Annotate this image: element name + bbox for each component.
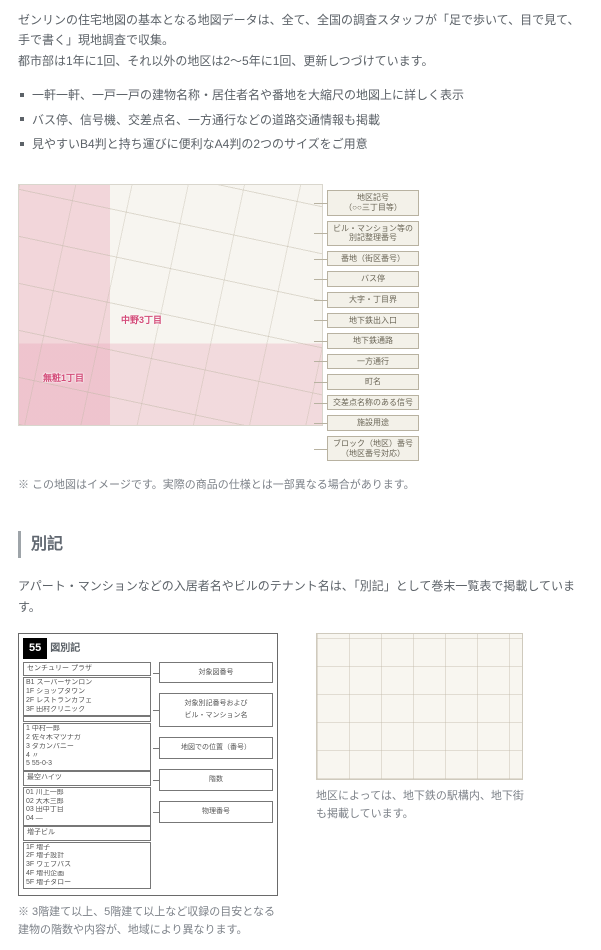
bekki-head-num: 55 bbox=[23, 638, 47, 659]
bekki-caption-right: 地区によっては、地下鉄の駅構内、地下街も掲載しています。 bbox=[316, 788, 526, 823]
bekki-caption-left: ※ 3階建て以上、5階建て以上など収録の目安となる建物の階数や内容が、地域により… bbox=[18, 904, 278, 939]
bekki-label: 対象別記番号および ビル・マンション名 bbox=[159, 693, 273, 727]
legend-item: ビル・マンション等の 別記整理番号 bbox=[327, 221, 419, 246]
bekki-block-rows: 01 川上一郎02 大木三郎03 田中丁目04 ― bbox=[23, 787, 151, 826]
legend-item: 地下鉄通路 bbox=[327, 333, 419, 349]
map-label: 無粧1丁目 bbox=[43, 371, 84, 386]
legend-item: 地区記号 （○○三丁目等） bbox=[327, 190, 419, 215]
feature-item: 見やすいB4判と持ち運びに便利なA4判の2つのサイズをご用意 bbox=[18, 134, 583, 154]
bekki-label: 物理番号 bbox=[159, 801, 273, 823]
legend-item: 大字・丁目界 bbox=[327, 292, 419, 308]
bekki-block-name: 最空ハイツ bbox=[23, 771, 151, 786]
bekki-head-title: 図別記 bbox=[50, 640, 80, 657]
feature-list: 一軒一軒、一戸一戸の建物名称・居住者名や番地を大縮尺の地図上に詳しく表示 バス停… bbox=[18, 85, 583, 154]
legend-item: ブロック（地区）番号 （地区番号対応） bbox=[327, 436, 419, 461]
legend-item: 施設用途 bbox=[327, 415, 419, 431]
map-note: ※ この地図はイメージです。実際の商品の仕様とは一部異なる場合があります。 bbox=[18, 476, 583, 495]
map-legend: 地区記号 （○○三丁目等） ビル・マンション等の 別記整理番号 番地（街区番号）… bbox=[323, 184, 419, 466]
map-label: 中野3丁目 bbox=[121, 313, 162, 328]
legend-item: バス停 bbox=[327, 271, 419, 287]
bekki-label: 階数 bbox=[159, 769, 273, 791]
legend-item: 町名 bbox=[327, 374, 419, 390]
section-title-bekki: 別記 bbox=[18, 531, 583, 558]
bekki-block-name: センチュリー プラザ bbox=[23, 662, 151, 677]
bekki-label: 対象図番号 bbox=[159, 662, 273, 684]
bekki-diagram: 55 図別記 センチュリー プラザB1 スーパーサンロン1F ショップタウン2F… bbox=[18, 633, 278, 896]
bekki-block-rows: B1 スーパーサンロン1F ショップタウン2F レストランカフェ3F 田村クリニ… bbox=[23, 677, 151, 716]
bekki-label: 地図での位置（番号） bbox=[159, 737, 273, 759]
bekki-block-name: 増子ビル bbox=[23, 826, 151, 841]
bekki-block-rows: 1 中村一郎2 佐々木マツナガ3 ダカンパニー4 〃5 55-0-3 bbox=[23, 723, 151, 771]
feature-item: バス停、信号機、交差点名、一方通行などの道路交通情報も掲載 bbox=[18, 110, 583, 130]
legend-item: 一方通行 bbox=[327, 354, 419, 370]
underground-map-image bbox=[316, 633, 523, 780]
intro-line-2: 都市部は1年に1回、それ以外の地区は2〜5年に1回、更新しつづけています。 bbox=[18, 51, 583, 71]
bekki-intro: アパート・マンションなどの入居者名やビルのテナント名は、「別記」として巻末一覧表… bbox=[18, 576, 583, 617]
map-sample-image: 中野3丁目 無粧1丁目 bbox=[18, 184, 323, 426]
bekki-block-rows: 1F 増子2F 増子設計3F ウェブパス4F 増刊企画5F 増子タロー bbox=[23, 842, 151, 890]
legend-item: 交差点名称のある信号 bbox=[327, 395, 419, 411]
feature-item: 一軒一軒、一戸一戸の建物名称・居住者名や番地を大縮尺の地図上に詳しく表示 bbox=[18, 85, 583, 105]
legend-item: 地下鉄出入口 bbox=[327, 313, 419, 329]
bekki-block-name bbox=[23, 716, 151, 722]
intro-line-1: ゼンリンの住宅地図の基本となる地図データは、全て、全国の調査スタッフが「足で歩い… bbox=[18, 10, 583, 51]
legend-item: 番地（街区番号） bbox=[327, 251, 419, 267]
